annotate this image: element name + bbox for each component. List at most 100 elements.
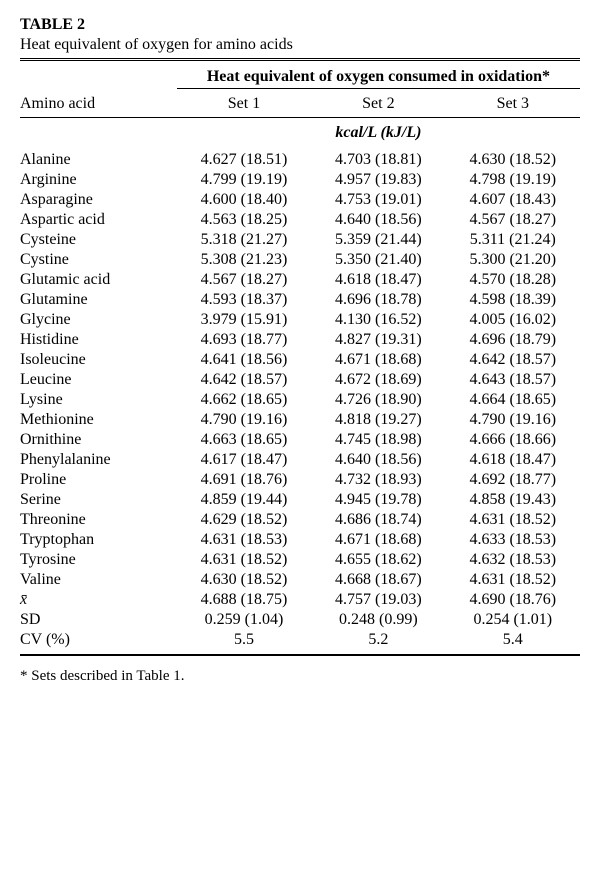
row-value: 4.633 (18.53) (446, 530, 580, 550)
row-value: 4.668 (18.67) (311, 570, 445, 590)
row-value: 4.607 (18.43) (446, 190, 580, 210)
table-label: TABLE 2 (20, 16, 580, 34)
row-value: 4.790 (19.16) (177, 410, 311, 430)
col-header-name: Amino acid (20, 89, 177, 118)
row-value: 5.308 (21.23) (177, 250, 311, 270)
spanner-blank (20, 67, 177, 89)
row-value: 4.643 (18.57) (446, 370, 580, 390)
row-value: 4.693 (18.77) (177, 330, 311, 350)
row-value: 4.688 (18.75) (177, 590, 311, 610)
row-value: 4.945 (19.78) (311, 490, 445, 510)
row-name: Glycine (20, 310, 177, 330)
units-label: kcal/L (kJ/L) (177, 118, 580, 151)
row-value: 4.671 (18.68) (311, 350, 445, 370)
row-value: 4.005 (16.02) (446, 310, 580, 330)
table-row: Isoleucine4.641 (18.56)4.671 (18.68)4.64… (20, 350, 580, 370)
units-blank (20, 118, 177, 151)
row-value: 4.631 (18.52) (446, 570, 580, 590)
row-name: x̄ (20, 590, 177, 610)
table-row: Lysine4.662 (18.65)4.726 (18.90)4.664 (1… (20, 390, 580, 410)
table-row: Methionine4.790 (19.16)4.818 (19.27)4.79… (20, 410, 580, 430)
row-value: 4.799 (19.19) (177, 170, 311, 190)
row-value: 5.300 (21.20) (446, 250, 580, 270)
spanner-header: Heat equivalent of oxygen consumed in ox… (177, 67, 580, 89)
row-name: Lysine (20, 390, 177, 410)
row-value: 4.570 (18.28) (446, 270, 580, 290)
row-value: 4.618 (18.47) (311, 270, 445, 290)
row-value: 4.662 (18.65) (177, 390, 311, 410)
row-name: Asparagine (20, 190, 177, 210)
row-value: 4.691 (18.76) (177, 470, 311, 490)
row-value: 4.957 (19.83) (311, 170, 445, 190)
table-row: Threonine4.629 (18.52)4.686 (18.74)4.631… (20, 510, 580, 530)
row-name: Tyrosine (20, 550, 177, 570)
top-double-rule (20, 58, 580, 61)
table-row: Glutamic acid4.567 (18.27)4.618 (18.47)4… (20, 270, 580, 290)
row-value: 4.726 (18.90) (311, 390, 445, 410)
row-value: 4.627 (18.51) (177, 150, 311, 170)
table-row: Cysteine5.318 (21.27)5.359 (21.44)5.311 … (20, 230, 580, 250)
row-value: 4.629 (18.52) (177, 510, 311, 530)
row-name: Histidine (20, 330, 177, 350)
table-row: Tryptophan4.631 (18.53)4.671 (18.68)4.63… (20, 530, 580, 550)
table-row: Serine4.859 (19.44)4.945 (19.78)4.858 (1… (20, 490, 580, 510)
row-value: 4.632 (18.53) (446, 550, 580, 570)
row-value: 0.254 (1.01) (446, 610, 580, 630)
row-name: Glutamic acid (20, 270, 177, 290)
row-value: 4.672 (18.69) (311, 370, 445, 390)
row-name: Serine (20, 490, 177, 510)
table-row: Proline4.691 (18.76)4.732 (18.93)4.692 (… (20, 470, 580, 490)
row-value: 4.732 (18.93) (311, 470, 445, 490)
row-name: Methionine (20, 410, 177, 430)
table-row: x̄4.688 (18.75)4.757 (19.03)4.690 (18.76… (20, 590, 580, 610)
row-value: 4.666 (18.66) (446, 430, 580, 450)
row-value: 4.703 (18.81) (311, 150, 445, 170)
row-value: 4.641 (18.56) (177, 350, 311, 370)
row-value: 4.858 (19.43) (446, 490, 580, 510)
bottom-rule (20, 654, 580, 656)
row-value: 4.630 (18.52) (446, 150, 580, 170)
col-header-set2: Set 2 (311, 89, 445, 118)
row-name: SD (20, 610, 177, 630)
table-row: Arginine4.799 (19.19)4.957 (19.83)4.798 … (20, 170, 580, 190)
footnote: * Sets described in Table 1. (20, 668, 580, 685)
row-value: 4.655 (18.62) (311, 550, 445, 570)
table-row: Aspartic acid4.563 (18.25)4.640 (18.56)4… (20, 210, 580, 230)
row-value: 4.567 (18.27) (446, 210, 580, 230)
row-name: Cystine (20, 250, 177, 270)
table-row: Valine4.630 (18.52)4.668 (18.67)4.631 (1… (20, 570, 580, 590)
row-value: 4.745 (18.98) (311, 430, 445, 450)
row-value: 0.259 (1.04) (177, 610, 311, 630)
row-name: Phenylalanine (20, 450, 177, 470)
row-value: 4.757 (19.03) (311, 590, 445, 610)
table-row: Histidine4.693 (18.77)4.827 (19.31)4.696… (20, 330, 580, 350)
table-row: SD0.259 (1.04)0.248 (0.99)0.254 (1.01) (20, 610, 580, 630)
heat-equivalent-table: Heat equivalent of oxygen consumed in ox… (20, 67, 580, 650)
row-value: 4.790 (19.16) (446, 410, 580, 430)
row-value: 5.5 (177, 630, 311, 650)
row-value: 4.630 (18.52) (177, 570, 311, 590)
table-row: CV (%)5.55.25.4 (20, 630, 580, 650)
row-value: 4.818 (19.27) (311, 410, 445, 430)
row-name: Proline (20, 470, 177, 490)
row-value: 4.642 (18.57) (177, 370, 311, 390)
row-value: 4.671 (18.68) (311, 530, 445, 550)
row-value: 4.642 (18.57) (446, 350, 580, 370)
row-value: 5.359 (21.44) (311, 230, 445, 250)
row-value: 4.859 (19.44) (177, 490, 311, 510)
col-header-set3: Set 3 (446, 89, 580, 118)
row-value: 4.640 (18.56) (311, 210, 445, 230)
table-row: Glutamine4.593 (18.37)4.696 (18.78)4.598… (20, 290, 580, 310)
row-value: 4.631 (18.52) (446, 510, 580, 530)
table-row: Alanine4.627 (18.51)4.703 (18.81)4.630 (… (20, 150, 580, 170)
row-value: 4.686 (18.74) (311, 510, 445, 530)
row-value: 3.979 (15.91) (177, 310, 311, 330)
row-value: 5.350 (21.40) (311, 250, 445, 270)
row-name: CV (%) (20, 630, 177, 650)
row-value: 4.631 (18.52) (177, 550, 311, 570)
table-caption: Heat equivalent of oxygen for amino acid… (20, 36, 580, 54)
row-name: Alanine (20, 150, 177, 170)
row-value: 5.318 (21.27) (177, 230, 311, 250)
row-value: 4.664 (18.65) (446, 390, 580, 410)
row-value: 4.663 (18.65) (177, 430, 311, 450)
